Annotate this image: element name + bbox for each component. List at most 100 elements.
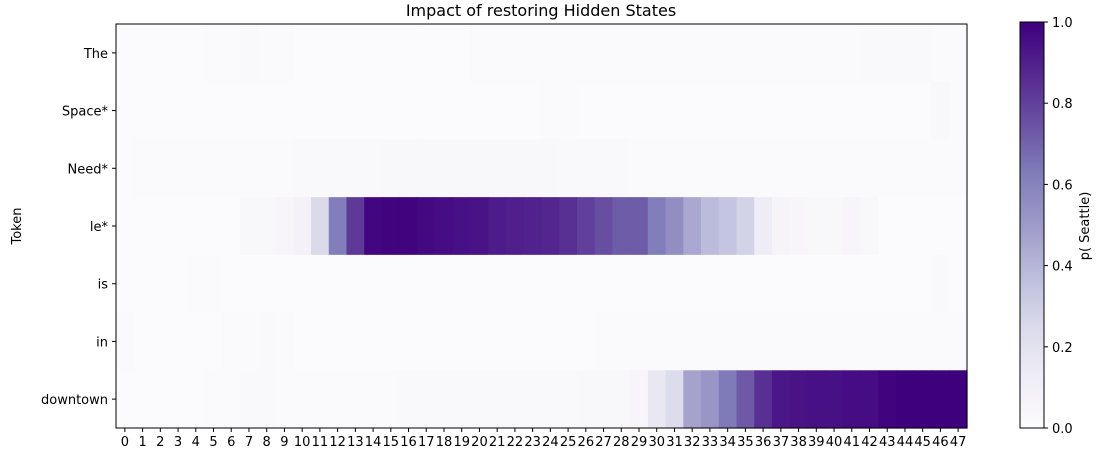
heatmap-cell: [842, 370, 862, 429]
x-tick-label: 3: [174, 435, 182, 450]
colorbar-tick-label: 0.6: [1052, 178, 1073, 193]
heatmap-cell: [612, 139, 631, 198]
heatmap-cell: [842, 81, 862, 141]
colorbar-tick-label: 0.8: [1052, 97, 1073, 112]
heatmap-cell: [736, 312, 755, 371]
heatmap-cell: [594, 139, 614, 198]
heatmap-cell: [311, 81, 330, 141]
heatmap-cell: [311, 370, 330, 429]
heatmap-cell: [860, 197, 879, 256]
heatmap-cell: [736, 197, 755, 256]
heatmap-cell: [275, 139, 294, 198]
heatmap-cell: [399, 370, 418, 429]
heatmap-cell: [293, 254, 312, 314]
heatmap-cell: [257, 370, 277, 429]
heatmap-cell: [488, 254, 507, 314]
heatmap-cell: [116, 370, 135, 429]
x-tick-label: 31: [666, 435, 683, 450]
heatmap-cell: [718, 197, 738, 256]
heatmap-cell: [470, 24, 489, 83]
heatmap-cell: [417, 24, 436, 83]
heatmap-cell: [222, 81, 241, 141]
heatmap-cell: [222, 197, 241, 256]
heatmap-cell: [701, 139, 720, 198]
x-tick-label: 16: [400, 435, 417, 450]
heatmap-cell: [488, 312, 507, 371]
heatmap-cell: [311, 139, 330, 198]
heatmap-cell: [630, 81, 649, 141]
heatmap-cell: [169, 197, 188, 256]
heatmap-cell: [576, 139, 596, 198]
heatmap-cell: [169, 312, 188, 371]
heatmap-cell: [878, 197, 897, 256]
colorbar-tick-label: 0.2: [1052, 341, 1073, 356]
heatmap-cell: [381, 197, 401, 256]
x-tick-label: 25: [560, 435, 577, 450]
heatmap-cell: [754, 24, 773, 83]
heatmap-cell: [417, 254, 436, 314]
heatmap-cell: [771, 24, 791, 83]
heatmap-cell: [594, 197, 614, 256]
colorbar: [1019, 21, 1045, 429]
heatmap-cell: [417, 139, 436, 198]
x-tick-label: 28: [613, 435, 630, 450]
heatmap-cell: [293, 370, 312, 429]
heatmap-cell: [842, 254, 862, 314]
heatmap-cell: [452, 24, 472, 83]
heatmap-cell: [186, 254, 206, 314]
heatmap-cell: [807, 139, 826, 198]
heatmap-cell: [293, 197, 312, 256]
heatmap-cell: [399, 24, 418, 83]
heatmap-cell: [878, 254, 897, 314]
heatmap-cell: [754, 254, 773, 314]
heatmap-cell: [169, 81, 188, 141]
heatmap-cell: [240, 254, 259, 314]
heatmap-cell: [151, 312, 170, 371]
heatmap-cell: [523, 197, 543, 256]
x-tick-label: 38: [790, 435, 807, 450]
heatmap-cell: [736, 254, 755, 314]
heatmap-cell: [523, 81, 543, 141]
colorbar-tick-labels: 0.0 0.2 0.4 0.6 0.8 1.0: [1044, 16, 1073, 437]
heatmap-cell: [222, 254, 241, 314]
x-tick-label: 13: [347, 435, 364, 450]
heatmap-cell: [328, 139, 348, 198]
heatmap-cell: [860, 370, 879, 429]
heatmap-cell: [506, 139, 525, 198]
heatmap-cell: [683, 312, 702, 371]
heatmap-cell: [169, 24, 188, 83]
heatmap-cell: [931, 139, 950, 198]
heatmap-cell: [435, 139, 454, 198]
heatmap-cell: [913, 139, 933, 198]
heatmap-cell: [931, 370, 950, 429]
heatmap-cell: [576, 197, 596, 256]
heatmap-cell: [222, 370, 241, 429]
x-tick-label: 18: [436, 435, 453, 450]
heatmap-cell: [133, 24, 153, 83]
heatmap-cell: [612, 197, 631, 256]
y-tick-label: is: [98, 278, 109, 293]
heatmap-cell: [913, 312, 933, 371]
heatmap-cell: [381, 312, 401, 371]
heatmap-cell: [151, 254, 170, 314]
y-axis-label: Token: [10, 208, 25, 246]
heatmap-cell: [683, 370, 702, 429]
heatmap-cell: [860, 312, 879, 371]
heatmap-cell: [293, 312, 312, 371]
heatmap-cell: [186, 81, 206, 141]
heatmap-cell: [736, 139, 755, 198]
heatmap-cell: [240, 81, 259, 141]
heatmap-cell: [257, 254, 277, 314]
heatmap-cell: [771, 81, 791, 141]
heatmap-cell: [665, 81, 684, 141]
heatmap-cell: [222, 24, 241, 83]
x-tick-label: 20: [471, 435, 488, 450]
heatmap-cell: [789, 312, 809, 371]
heatmap-cell: [878, 24, 897, 83]
heatmap-cell: [417, 312, 436, 371]
heatmap-cell: [541, 370, 560, 429]
heatmap-cell: [204, 24, 223, 83]
heatmap-cell: [754, 139, 773, 198]
x-tick-label: 34: [719, 435, 736, 450]
heatmap-cell: [417, 197, 436, 256]
